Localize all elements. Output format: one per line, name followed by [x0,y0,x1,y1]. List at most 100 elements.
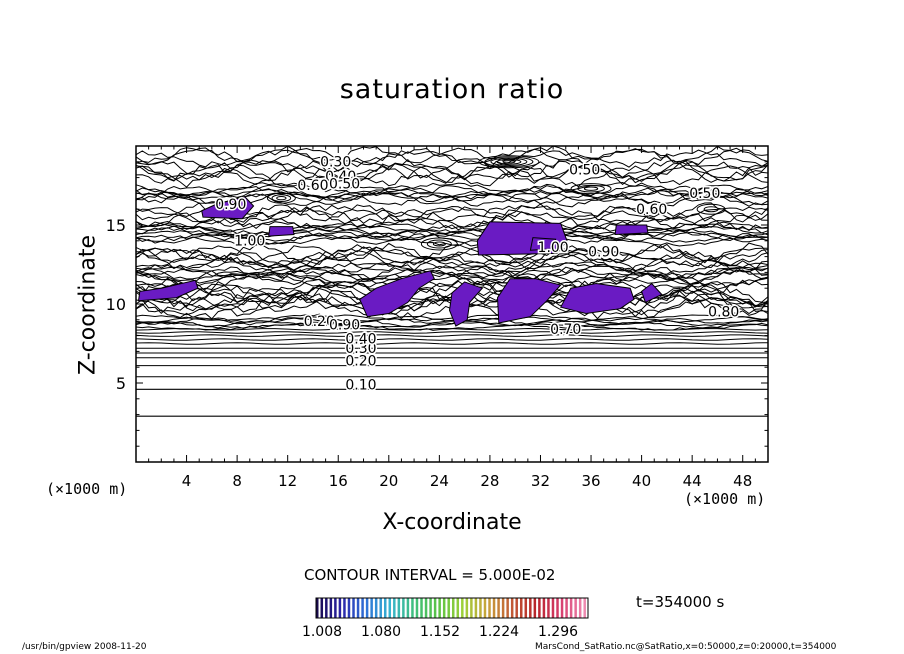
contour-label: 0.40 [325,169,356,185]
colorbar-cell [483,598,487,618]
colorbar-cell [334,598,337,618]
colorbar [315,597,589,619]
contour-label: 1.00 [538,240,569,256]
colorbar-cell [520,598,523,618]
colorbar-cell [470,598,473,618]
supersaturation-region [614,224,649,236]
contour-line [135,224,769,237]
colorbar-cell [429,598,432,618]
supersaturation-regions [137,196,663,327]
colorbar-cell [356,598,360,618]
supersaturation-region [137,279,199,302]
contour-line [135,185,769,200]
supersaturation-region [359,270,435,318]
colorbar-cell [370,598,373,618]
colorbar-cell [415,598,419,618]
contour-label: 0.50 [329,177,360,193]
colorbar-cell [361,598,364,618]
colorbar-cell [479,598,482,618]
contour-label: 0.10 [345,377,376,393]
contour-loop [703,206,719,213]
contour-line [135,331,769,334]
colorbar-cell [438,598,441,618]
contour-label: 0.50 [689,186,720,202]
contour-line [135,246,769,268]
contour-loop [276,195,287,201]
colorbar-cell [488,598,491,618]
x-tick-label: 24 [430,472,449,490]
contour-line [135,248,769,269]
contour-line [135,160,769,184]
colorbar-cell [447,598,450,618]
contour-line [135,220,769,234]
colorbar-cell [524,598,528,618]
colorbar-cell [547,598,550,618]
supersaturation-region [641,282,663,304]
contour-loop [426,239,452,249]
contour-line [135,183,769,198]
contour-loop [484,156,534,168]
contour-interval-label: CONTOUR INTERVAL = 5.000E-02 [304,566,556,584]
colorbar-cell [551,598,555,618]
x-tick-label: 4 [182,472,192,490]
colorbar-tick-label: 1.080 [361,624,401,640]
contour-line [135,204,769,225]
x-axis-label: X-coordinate [382,510,522,535]
colorbar-cell [338,598,342,618]
contour-loop [266,192,296,204]
colorbar-cell [379,598,382,618]
supersaturation-region [448,281,484,327]
contour-label: 0.90 [215,197,246,213]
colorbar-cell [565,598,568,618]
contour-loop [490,157,528,166]
colorbar-cell [452,598,455,618]
footer-program-date: /usr/bin/gpview 2008-11-20 [22,642,147,652]
contour-line [135,164,769,188]
contour-line [135,334,769,337]
colorbar-cell [529,598,532,618]
x-tick-label: 16 [329,472,348,490]
colorbar-cell [583,598,586,618]
x-tick-label: 28 [480,472,499,490]
contour-line [135,313,769,322]
contour-lines [135,145,769,417]
colorbar-cell [506,598,509,618]
contour-line [135,242,769,264]
contour-line [135,342,769,345]
contour-label: 0.70 [550,322,581,338]
x-axis-ticks: 4 8 12 16 20 24 28 32 36 40 44 48 [135,146,769,490]
y-tick-label: 10 [106,295,126,314]
colorbar-cell [497,598,500,618]
colorbar-tick-label: 1.224 [479,624,519,640]
contour-label: 0.50 [569,162,600,178]
y-tick-label: 15 [106,216,126,235]
chart-title: saturation ratio [339,74,565,105]
contour-loop [502,160,516,164]
x-tick-label: 48 [733,472,752,490]
colorbar-cell [397,598,401,618]
contour-label: 0.30 [320,155,351,171]
contour-line [135,162,769,186]
colorbar-cell [347,598,351,618]
contour-line [135,250,769,272]
colorbar-cell [320,598,324,618]
contour-labels: 0.100.200.300.400.200.300.400.60 0.500.50… [214,153,741,395]
colorbar-cell [560,598,564,618]
supersaturation-region [559,282,635,315]
colorbar-cell [574,598,577,618]
colorbar-cell [510,598,514,618]
contour-line [135,262,769,279]
contour-line [135,226,769,239]
contour-loop [478,155,540,169]
contour-label: 0.30 [345,341,376,357]
contour-line [135,181,769,196]
colorbar-tick-label: 1.008 [302,624,342,640]
colorbar-cell [465,598,469,618]
colorbar-cell [393,598,396,618]
x-tick-label: 32 [531,472,550,490]
colorbar-cell [456,598,460,618]
colorbar-cell [461,598,464,618]
colorbar-tick-labels: 1.008 1.080 1.152 1.224 1.296 [302,624,578,640]
colorbar-cell [402,598,405,618]
